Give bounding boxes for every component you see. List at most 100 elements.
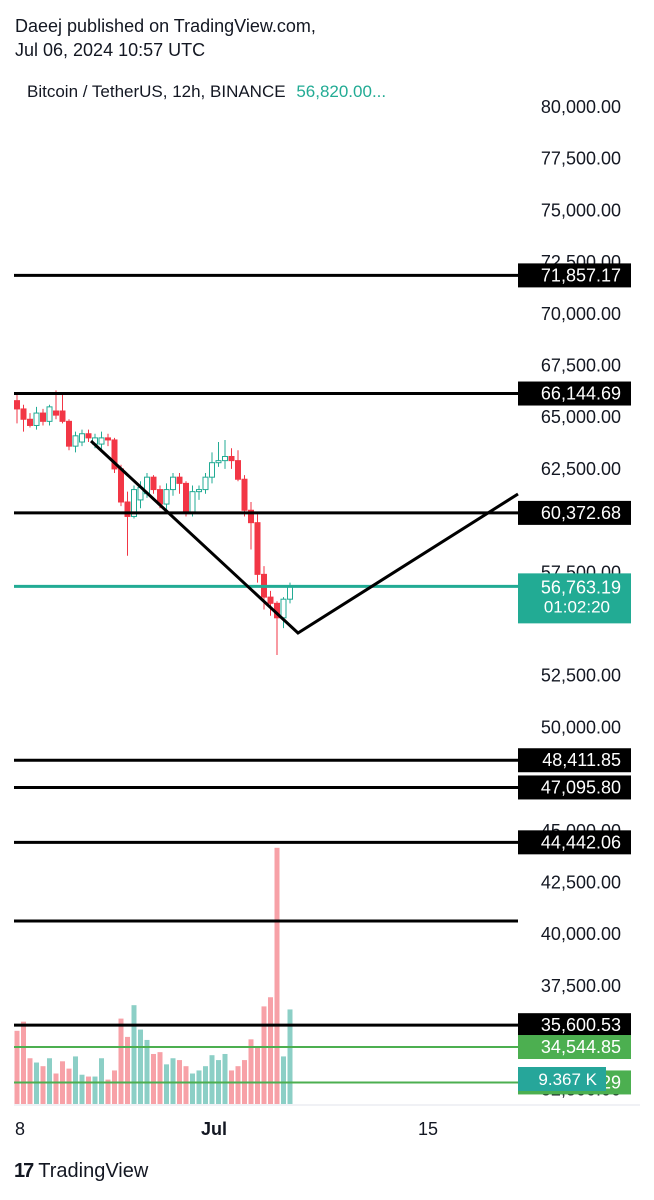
volume-bar [112,1070,117,1104]
volume-bar [86,1076,91,1104]
symbol-legend[interactable]: Bitcoin / TetherUS, 12h, BINANCE 56,820.… [27,82,386,102]
volume-bar [138,1029,143,1104]
candle-body [85,433,92,439]
candle-body [111,439,118,470]
v-trendline-drawing [89,439,519,635]
x-tick-label: 15 [418,1119,438,1139]
level-label-box [518,381,631,406]
level-label: 60,372.68 [541,503,621,523]
candle-body [59,410,66,422]
volume-bar [144,1039,150,1104]
x-tick-label: Jul [201,1119,227,1139]
volume-bar [281,1056,286,1104]
candle-body [79,433,85,443]
level-label-box [518,1013,631,1038]
candle-body [183,482,189,513]
level-label: 34,544.85 [541,1037,621,1057]
y-tick-label: 52,500.00 [541,666,621,686]
legend-price: 56,820.00... [296,82,387,101]
candle-body [280,598,287,619]
candle-body [150,476,157,491]
candle-body [27,418,33,426]
volume-bar [73,1056,78,1104]
y-tick-label: 37,500.00 [541,976,621,996]
publish-header: Daeej published on TradingView.com, Jul … [15,14,316,62]
y-tick-label: 65,000.00 [541,407,621,427]
candle-body [53,410,59,416]
candle-body [228,455,235,462]
volume-bar [190,1073,195,1104]
y-tick-label: 75,000.00 [541,200,621,220]
volume-bar [79,1074,85,1104]
level-label: 44,442.06 [541,832,621,852]
candle-body [215,460,222,464]
volume-bar [196,1070,202,1104]
level-label-box [518,500,631,525]
y-tick-label: 70,000.00 [541,304,621,324]
symbol-title: Bitcoin / TetherUS, 12h, BINANCE [27,82,286,101]
volume-bar [287,1009,293,1104]
candle-body [209,462,215,478]
tradingview-logo: 17 [14,1160,34,1182]
level-label: 35,600.53 [541,1015,621,1035]
volume-bar [53,1073,59,1104]
volume-bar [151,1053,156,1104]
volume-bar [209,1055,215,1104]
volume-bar [248,1039,254,1104]
brand-name: TradingView [38,1160,149,1182]
candle-body [118,468,124,503]
level-label: 66,144.69 [541,384,621,404]
candle-body [189,491,196,513]
volume-label: 9.367 K [538,1070,597,1089]
volume-bar [229,1070,234,1104]
secondary-price-label: 56,763.19 [541,578,621,598]
level-label: 47,095.80 [541,777,621,797]
volume-bar [261,1006,267,1104]
volume-bar [183,1066,189,1104]
y-tick-label: 62,500.00 [541,459,621,479]
volume-bar [235,1066,241,1104]
volume-bar [157,1052,163,1104]
volume-label-box [518,1067,606,1091]
level-label-box [518,263,631,288]
level-label: 71,857.17 [541,265,621,285]
candle-body [66,420,72,447]
publish-date: Jul 06, 2024 10:57 UTC [15,40,206,60]
y-tick-label: 77,500.00 [541,149,621,169]
candle-body [176,476,183,484]
volume-bar [164,1064,169,1104]
level-label-box [518,1035,631,1060]
candle-body [163,489,170,505]
volume-bar [255,1046,260,1104]
y-tick-label: 50,000.00 [541,717,621,737]
volume-bar [99,1058,104,1104]
volume-bar [105,1079,111,1104]
volume-bar [27,1058,33,1104]
candle-body [248,509,254,524]
candle-body [20,408,27,420]
volume-bar [125,1036,130,1104]
y-tick-label: 40,000.00 [541,924,621,944]
candle-body [170,476,176,491]
countdown-label: 01:02:20 [544,597,610,616]
footer: 17 TradingView [14,1160,148,1183]
candle-body [196,489,202,493]
candle-body [267,596,274,604]
candle-body [202,476,209,491]
candle-body [98,437,105,445]
y-tick-label: 80,000.00 [541,97,621,117]
candle-body [241,478,248,511]
level-label: 48,411.85 [542,750,621,770]
candle-body [105,437,111,441]
level-label-box [518,775,631,800]
candle-body [254,522,261,575]
volume-bar [131,1005,137,1104]
candle-body [33,412,40,426]
volume-bar [170,1058,176,1104]
volume-bar [14,1030,20,1104]
candle-body [72,435,79,447]
volume-bar [40,1066,46,1104]
level-label-box [518,748,631,773]
price-chart[interactable]: 80,000.0077,500.0075,000.0072,500.0070,0… [0,0,654,1150]
x-tick-label: 8 [15,1119,25,1139]
